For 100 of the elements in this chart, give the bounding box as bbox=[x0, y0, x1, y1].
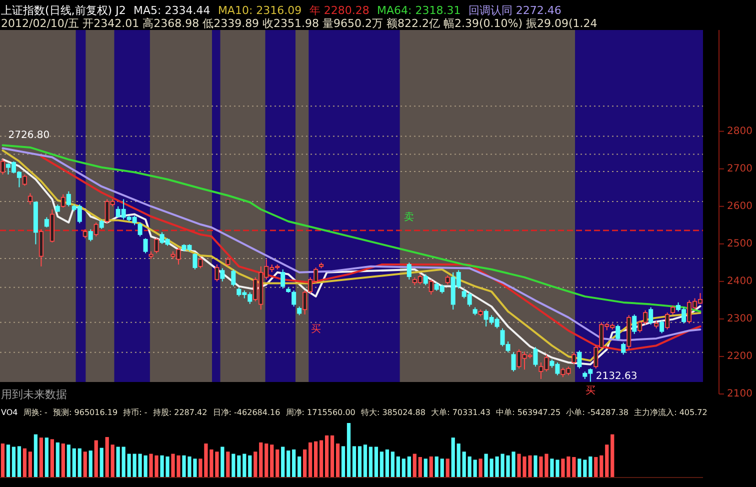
text: 中单: 563947.25 bbox=[496, 408, 561, 418]
bar bbox=[358, 446, 362, 477]
text: 大单: 70331.43 bbox=[431, 408, 491, 418]
bar bbox=[17, 446, 22, 477]
bar bbox=[105, 437, 109, 477]
bar bbox=[6, 444, 10, 477]
bar bbox=[600, 455, 604, 477]
bar bbox=[264, 444, 268, 477]
bar bbox=[402, 458, 406, 477]
chart-subtitle: 2012/02/10/五 开2342.01 高2368.98 低2339.89 收2351.98 量9650.2万 额822.2亿 幅2.39(0.10%) 振29.09(1.24 bbox=[1, 17, 598, 30]
bar bbox=[324, 435, 329, 477]
candlestick bbox=[292, 290, 296, 308]
bar bbox=[286, 450, 290, 477]
bar bbox=[94, 440, 98, 477]
bar bbox=[298, 456, 302, 477]
bar bbox=[303, 449, 307, 477]
candlestick bbox=[88, 228, 93, 242]
candlestick bbox=[60, 194, 66, 208]
bar bbox=[83, 452, 87, 477]
bar bbox=[248, 455, 252, 477]
candlestick bbox=[665, 312, 670, 330]
candlestick bbox=[616, 324, 620, 341]
candlestick bbox=[0, 158, 6, 175]
bar bbox=[446, 458, 450, 477]
bar bbox=[259, 442, 263, 477]
candlestick bbox=[406, 262, 412, 280]
candlestick bbox=[632, 314, 637, 334]
bar bbox=[451, 438, 455, 477]
candlestick bbox=[143, 238, 148, 254]
candlestick bbox=[220, 268, 225, 282]
bar bbox=[363, 444, 368, 477]
bar bbox=[39, 438, 44, 477]
bar bbox=[56, 442, 60, 477]
bar bbox=[12, 446, 16, 477]
y-tick-label: 2800 bbox=[727, 126, 752, 138]
y-tick-label: 2400 bbox=[727, 276, 752, 288]
bar bbox=[110, 444, 114, 477]
bar bbox=[434, 456, 438, 477]
bar bbox=[314, 441, 318, 477]
bar bbox=[28, 452, 32, 477]
bar bbox=[468, 456, 472, 477]
bar bbox=[22, 448, 27, 477]
chart-title: 上证指数(日线,前复权) J2 bbox=[1, 4, 126, 18]
bar bbox=[220, 446, 224, 477]
bar bbox=[336, 444, 340, 477]
y-tick-label: 2500 bbox=[727, 238, 752, 250]
bar bbox=[44, 438, 48, 477]
annotation: 买 bbox=[310, 324, 321, 336]
bar bbox=[319, 440, 324, 477]
text: 持股: 2287.42 bbox=[152, 408, 208, 418]
bar bbox=[583, 460, 587, 477]
bar bbox=[380, 452, 384, 477]
candlestick bbox=[214, 264, 220, 282]
bar bbox=[0, 444, 5, 477]
bar bbox=[610, 434, 614, 477]
bar bbox=[122, 446, 126, 477]
bar bbox=[72, 448, 76, 477]
text: 周换: - bbox=[23, 408, 48, 418]
bar bbox=[368, 446, 373, 477]
bar bbox=[418, 457, 422, 477]
text: 年 2280.28 bbox=[309, 4, 370, 18]
text: MA5: 2334.44 bbox=[134, 4, 210, 18]
text: 主力净流入: 405.72 bbox=[634, 408, 708, 418]
candlestick bbox=[511, 352, 516, 372]
bar bbox=[440, 458, 444, 477]
annotation: 买 bbox=[585, 386, 596, 397]
chart-title: VO4 bbox=[1, 408, 18, 418]
bar bbox=[281, 446, 285, 477]
bar bbox=[232, 454, 236, 477]
bar bbox=[346, 423, 351, 477]
bar bbox=[276, 449, 280, 477]
candlestick bbox=[22, 174, 27, 186]
chart-subtitle: 用到未来数据 bbox=[1, 388, 67, 402]
candlestick bbox=[428, 279, 434, 296]
bar bbox=[385, 449, 390, 477]
bar bbox=[330, 435, 334, 477]
bar bbox=[50, 439, 54, 477]
candlestick bbox=[445, 274, 450, 285]
y-tick-label: 2700 bbox=[727, 164, 752, 175]
candlestick bbox=[533, 346, 538, 368]
bar bbox=[78, 448, 82, 477]
bar bbox=[578, 458, 582, 477]
y-tick-label: 2100 bbox=[727, 388, 752, 400]
bar bbox=[478, 458, 482, 477]
bar bbox=[534, 455, 538, 477]
bar bbox=[407, 456, 411, 477]
bar bbox=[308, 442, 312, 477]
bar bbox=[88, 450, 92, 477]
candlestick bbox=[621, 342, 626, 356]
bar bbox=[61, 444, 65, 477]
bar bbox=[100, 448, 104, 477]
candlestick bbox=[302, 290, 308, 315]
candlestick bbox=[670, 304, 676, 315]
bar bbox=[34, 434, 38, 477]
candlestick bbox=[572, 352, 576, 365]
candlestick bbox=[423, 274, 428, 286]
candlestick bbox=[44, 216, 49, 228]
bar bbox=[237, 455, 241, 477]
bar bbox=[66, 444, 70, 477]
bar bbox=[292, 449, 296, 477]
